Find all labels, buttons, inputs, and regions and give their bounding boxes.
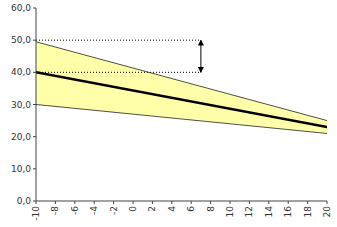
x-tick-label: 6 <box>186 206 196 212</box>
x-tick-label: -10 <box>31 206 41 221</box>
y-tick-label: 40,0 <box>11 67 31 77</box>
x-tick-label: 8 <box>206 206 216 212</box>
x-tick <box>307 201 308 204</box>
y-tick-label: 30,0 <box>11 100 31 110</box>
x-tick-label: -2 <box>109 206 119 215</box>
x-tick-label: -8 <box>50 206 60 215</box>
plot-area <box>36 40 327 133</box>
x-tick-label: -6 <box>70 206 80 215</box>
y-tick-label: 0,0 <box>17 196 32 206</box>
y-tick <box>33 168 36 169</box>
x-tick <box>230 201 231 204</box>
x-tick <box>113 201 114 204</box>
x-tick-label: 12 <box>244 206 254 217</box>
background <box>0 0 337 227</box>
x-tick-label: -4 <box>89 206 99 215</box>
band-area <box>36 42 327 134</box>
x-tick <box>288 201 289 204</box>
x-tick <box>268 201 269 204</box>
reference-line <box>36 40 201 41</box>
y-tick <box>33 8 36 9</box>
x-tick <box>210 201 211 204</box>
chart: 0,0 10,0 20,0 30,0 40,0 50,0 60,0 -10 -8 -6 -4 -2 0 2… <box>0 0 337 227</box>
x-tick-label: 0 <box>128 206 138 212</box>
x-tick-label: 20 <box>322 206 332 218</box>
y-tick-label: 50,0 <box>11 35 31 45</box>
y-tick <box>33 72 36 73</box>
x-tick <box>94 201 95 204</box>
x-tick <box>152 201 153 204</box>
x-axis-line <box>36 201 327 202</box>
x-tick-label: 4 <box>167 206 177 212</box>
reference-line <box>36 72 201 73</box>
y-tick-label: 60,0 <box>11 3 31 13</box>
x-tick <box>191 201 192 204</box>
x-tick <box>74 201 75 204</box>
x-tick-label: 14 <box>264 206 274 218</box>
series-line <box>36 72 327 127</box>
y-tick-label: 10,0 <box>11 164 31 174</box>
x-tick <box>171 201 172 204</box>
double-arrow <box>200 40 201 72</box>
x-tick-label: 18 <box>303 206 313 218</box>
y-tick <box>33 136 36 137</box>
x-tick <box>133 201 134 204</box>
x-tick <box>36 201 37 204</box>
x-tick <box>249 201 250 204</box>
x-tick-label: 16 <box>283 206 293 218</box>
x-tick <box>55 201 56 204</box>
x-tick <box>327 201 328 204</box>
x-tick-label: 10 <box>225 206 235 218</box>
y-tick <box>33 104 36 105</box>
y-tick-label: 20,0 <box>11 132 31 142</box>
x-tick-label: 2 <box>147 206 157 212</box>
y-tick <box>33 40 36 41</box>
